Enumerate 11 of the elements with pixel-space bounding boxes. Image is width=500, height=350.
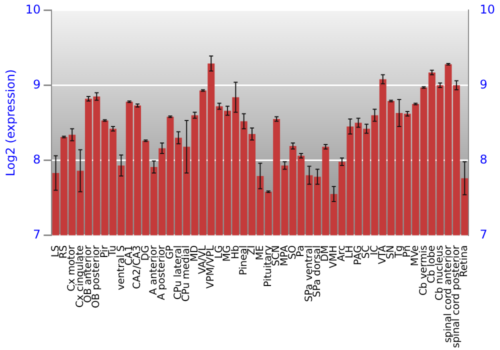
y2-tick-label: 10 [480,2,496,16]
y-tick-label: 10 [25,2,41,16]
y-tick-label: 9 [33,77,41,92]
y-axis-title: Log2 (expression) [3,69,18,176]
x-tick-label: Tg [394,245,405,259]
y2-tick-label: 7 [480,227,488,242]
y2-tick-label: 8 [480,152,488,166]
y-tick-label: 8 [33,152,41,166]
x-tick-label: A posterior [156,244,168,300]
y2-tick-label: 9 [480,77,488,92]
y-tick-label: 7 [33,227,41,242]
